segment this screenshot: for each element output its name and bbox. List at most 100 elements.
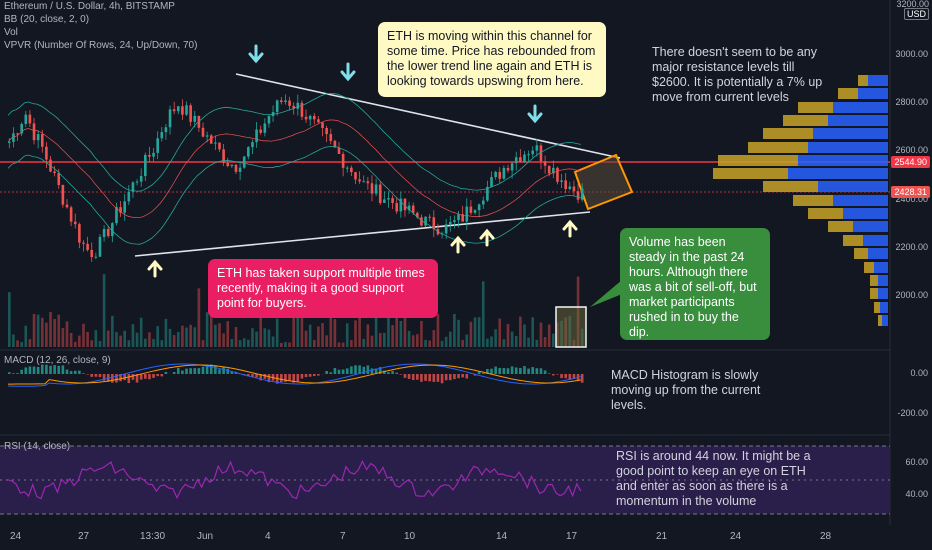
candle-body bbox=[86, 243, 89, 250]
candle-body bbox=[300, 102, 304, 117]
candle-body bbox=[506, 167, 510, 171]
time-tick-6: 10 bbox=[404, 531, 416, 542]
candle-body bbox=[411, 205, 415, 213]
candle-body bbox=[547, 165, 551, 174]
volume-bar bbox=[407, 330, 411, 347]
candle-body bbox=[543, 161, 547, 166]
candle-body bbox=[90, 249, 94, 258]
macd-legend[interactable]: MACD (12, 26, close, 9) bbox=[4, 355, 111, 366]
volume-bar bbox=[135, 332, 139, 347]
vol-legend[interactable]: Vol bbox=[4, 27, 18, 38]
candle-body bbox=[556, 167, 559, 182]
volume-bar bbox=[24, 325, 28, 347]
macd-annotation[interactable]: MACD Histogram is slowly moving up from … bbox=[611, 368, 761, 412]
macd-hist-bar bbox=[424, 374, 427, 381]
volume-bar bbox=[242, 338, 246, 347]
macd-hist-bar bbox=[152, 374, 155, 378]
macd-hist-bar bbox=[131, 374, 135, 380]
vpvr-legend[interactable]: VPVR (Number Of Rows, 24, Up/Down, 70) bbox=[4, 40, 198, 51]
candle-body bbox=[580, 188, 584, 200]
candle-body bbox=[78, 224, 81, 243]
candle-body bbox=[98, 236, 102, 257]
rsi-annotation[interactable]: RSI is around 44 now. It might be a good… bbox=[616, 449, 811, 508]
macd-hist-bar bbox=[391, 371, 394, 374]
macd-hist-bar bbox=[16, 373, 19, 374]
symbol-legend[interactable]: Ethereum / U.S. Dollar, 4h, BITSTAMP bbox=[4, 1, 175, 12]
macd-hist-bar bbox=[24, 367, 28, 374]
candle-body bbox=[40, 134, 44, 147]
volume-bar bbox=[321, 323, 324, 347]
macd-hist-bar bbox=[572, 374, 576, 379]
vpvr-down-row bbox=[763, 128, 813, 139]
volume-bar bbox=[144, 338, 147, 347]
time-tick-8: 17 bbox=[566, 531, 578, 542]
volume-bar bbox=[453, 313, 456, 347]
channel-annotation[interactable]: ETH is moving within this channel for so… bbox=[378, 22, 606, 97]
resistance-annotation[interactable]: There doesn't seem to be any major resis… bbox=[652, 45, 823, 104]
candle-body bbox=[523, 154, 526, 162]
macd-hist-bar bbox=[395, 372, 399, 374]
candle-body bbox=[370, 183, 374, 194]
candle-body bbox=[119, 207, 122, 213]
macd-hist-bar bbox=[510, 366, 514, 374]
current-price-tag: 2428.31 bbox=[891, 186, 930, 198]
macd-hist-bar bbox=[420, 374, 423, 382]
volume-bar bbox=[12, 334, 15, 347]
macd-hist-bar bbox=[172, 372, 176, 374]
volume-annotation[interactable]: Volume has been steady in the past 24 ho… bbox=[620, 228, 770, 340]
price-tick-3: 2400.00 bbox=[895, 193, 928, 204]
volume-bar bbox=[473, 317, 477, 347]
macd-hist-bar bbox=[156, 374, 159, 377]
candle-body bbox=[160, 132, 164, 139]
volume-bar bbox=[78, 335, 81, 347]
bb-basis bbox=[7, 119, 581, 219]
candle-body bbox=[168, 109, 172, 128]
macd-hist-bar bbox=[486, 369, 489, 374]
volume-bar bbox=[498, 318, 502, 347]
candle-body bbox=[267, 115, 271, 124]
candle-body bbox=[374, 184, 378, 194]
price-tick-4: 2200.00 bbox=[895, 241, 928, 252]
vpvr-up-row bbox=[828, 115, 888, 126]
currency-label[interactable]: USD bbox=[903, 8, 929, 20]
volume-bar bbox=[185, 327, 188, 347]
candle-body bbox=[560, 180, 563, 182]
candle-body bbox=[144, 154, 147, 177]
macd-hist-bar bbox=[317, 374, 320, 376]
volume-bar bbox=[247, 339, 250, 347]
support-annotation[interactable]: ETH has taken support multiple times rec… bbox=[208, 259, 438, 318]
vpvr-up-row bbox=[818, 181, 888, 192]
macd-hist-bar bbox=[366, 365, 370, 374]
vpvr-down-row bbox=[748, 142, 808, 153]
rsi-legend[interactable]: RSI (14, close) bbox=[4, 441, 71, 452]
volume-bar bbox=[552, 333, 555, 347]
vpvr-down-row bbox=[783, 115, 828, 126]
vpvr-down-row bbox=[870, 288, 878, 299]
volume-bar bbox=[440, 340, 444, 347]
bb-legend[interactable]: BB (20, close, 2, 0) bbox=[4, 14, 90, 25]
candle-body bbox=[350, 167, 353, 173]
volume-bar bbox=[329, 316, 333, 347]
volume-bar bbox=[370, 335, 374, 347]
vpvr-up-row bbox=[863, 235, 888, 246]
volume-bar bbox=[416, 334, 419, 347]
volume-bar bbox=[123, 330, 126, 347]
candle-body bbox=[148, 154, 151, 157]
candle-body bbox=[135, 181, 139, 183]
candle-body bbox=[20, 123, 23, 134]
macd-hist-bar bbox=[531, 367, 535, 374]
volume-bar bbox=[73, 341, 77, 347]
macd-hist-bar bbox=[78, 370, 81, 374]
vpvr-down-row bbox=[843, 235, 863, 246]
volume-bar bbox=[20, 342, 23, 347]
volume-bar bbox=[383, 332, 386, 347]
candle-body bbox=[45, 146, 48, 160]
macd-hist-bar bbox=[226, 368, 230, 374]
volume-bar bbox=[181, 325, 184, 347]
volume-bar bbox=[341, 342, 345, 347]
vpvr-down-row bbox=[828, 221, 853, 232]
macd-hist-bar bbox=[490, 368, 493, 374]
volume-bar bbox=[255, 331, 258, 347]
macd-hist-bar bbox=[568, 374, 572, 380]
vpvr-down-row bbox=[798, 102, 833, 113]
